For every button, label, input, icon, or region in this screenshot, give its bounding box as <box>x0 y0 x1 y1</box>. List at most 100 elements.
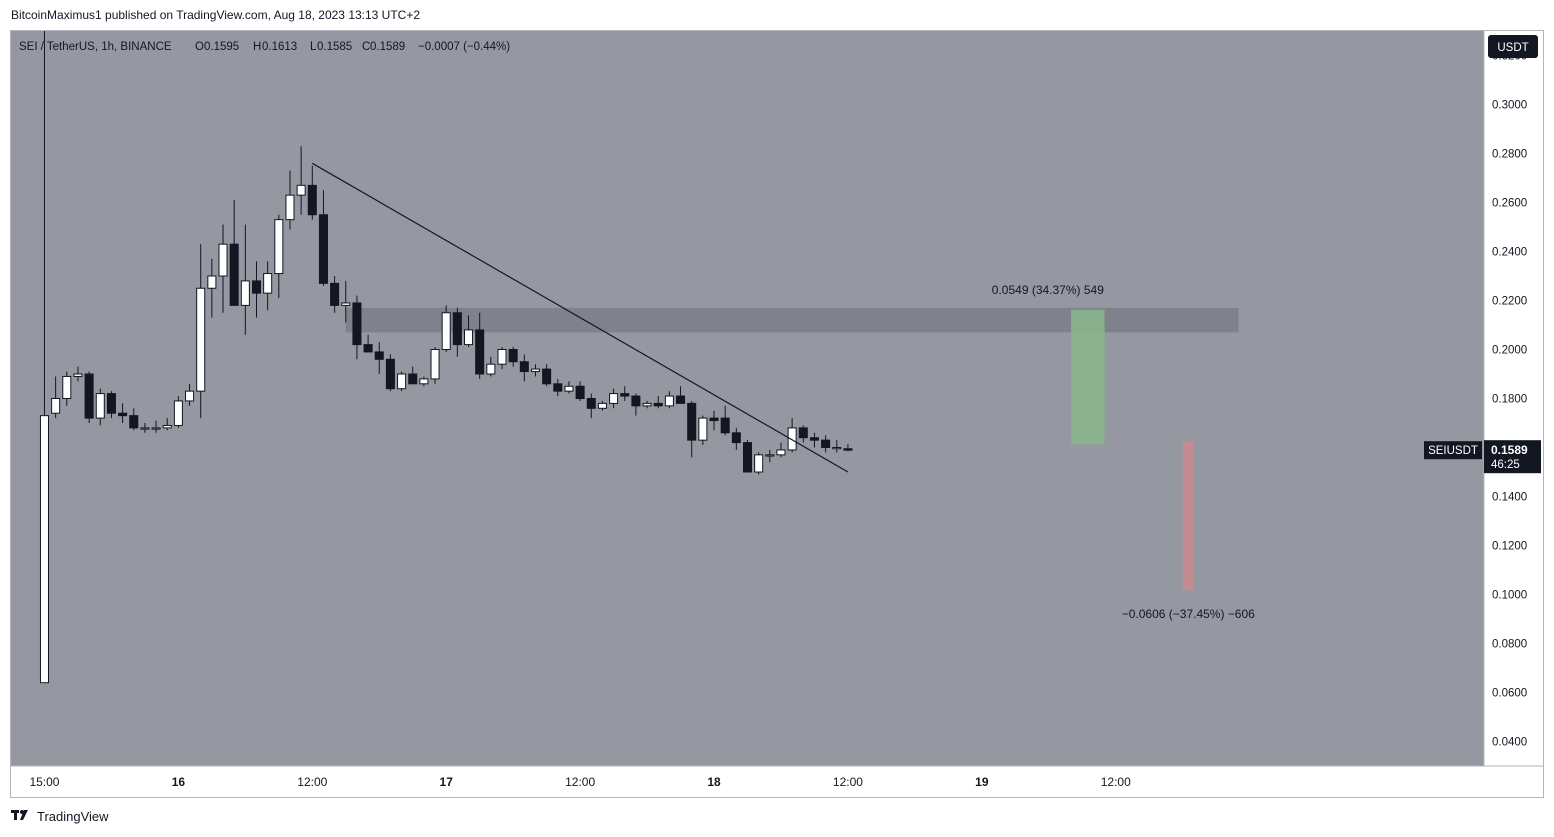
candle <box>798 425 808 443</box>
candle-body <box>218 243 228 277</box>
candle-body <box>39 415 49 684</box>
candle-body <box>530 368 540 373</box>
candle-body <box>519 361 529 373</box>
price-axis[interactable]: 0.04000.06000.08000.10000.12000.14000.16… <box>1483 31 1543 797</box>
candle-body <box>486 363 496 375</box>
tradingview-logo-icon <box>11 809 33 824</box>
legend-low-value: 0.1585 <box>317 41 352 53</box>
price-chart[interactable]: 0.0549 (34.37%) 549 −0.0606 (−37.45%) −60… <box>11 31 1543 797</box>
candle-body <box>352 302 362 346</box>
candle <box>307 165 317 220</box>
price-tag-price: 0.1589 <box>1491 443 1528 457</box>
candle <box>140 423 150 433</box>
candle-body <box>140 427 150 430</box>
price-tick-label: 0.2000 <box>1492 345 1527 357</box>
candle <box>821 435 831 453</box>
short-target-box[interactable] <box>1182 441 1194 591</box>
price-tick-label: 0.0800 <box>1492 639 1527 651</box>
candle-body <box>196 287 206 392</box>
candle-body <box>597 402 607 409</box>
candle-body <box>51 398 61 414</box>
candle <box>464 315 474 348</box>
short-measure-label: −0.0606 (−37.45%) −606 <box>1122 607 1255 621</box>
plot-area[interactable] <box>11 31 1484 766</box>
descending-trendline[interactable] <box>311 162 849 473</box>
candle <box>765 449 775 463</box>
candle-body <box>452 312 462 346</box>
candle-body <box>374 351 384 360</box>
legend-high-value: 0.1613 <box>262 41 297 53</box>
price-tick-label: 0.0600 <box>1492 688 1527 700</box>
candle-body <box>207 275 217 289</box>
candle <box>497 347 507 370</box>
candle-body <box>408 373 418 385</box>
candle-body <box>240 280 250 306</box>
candle <box>486 356 496 377</box>
legend-change: −0.0007 (−0.44%) <box>418 41 510 53</box>
candle <box>385 354 395 392</box>
candle <box>687 400 697 458</box>
time-tick-label: 12:00 <box>1101 775 1131 789</box>
candle <box>564 381 574 394</box>
price-tick-label: 0.1400 <box>1492 492 1527 504</box>
candle <box>229 200 239 306</box>
candle-body <box>106 393 116 414</box>
time-tick-label: 12:00 <box>565 775 595 789</box>
price-tick-label: 0.2600 <box>1492 198 1527 210</box>
candle <box>352 295 362 360</box>
currency-button[interactable]: USDT <box>1488 35 1538 58</box>
candle <box>709 410 719 431</box>
candle <box>196 244 206 419</box>
candle <box>519 354 529 382</box>
candle-body <box>129 415 139 429</box>
candle-body <box>229 243 239 306</box>
footer-brand[interactable]: TradingView <box>11 809 109 824</box>
candle <box>62 371 72 406</box>
candle <box>240 224 250 335</box>
candle <box>84 371 94 423</box>
candle-body <box>564 385 574 392</box>
currency-button-label: USDT <box>1497 42 1528 54</box>
price-tick-label: 0.1800 <box>1492 394 1527 406</box>
candle <box>185 383 195 406</box>
price-tick-label: 0.0400 <box>1492 737 1527 749</box>
price-tag-symbol: SEIUSDT <box>1428 445 1478 457</box>
candle-body <box>620 393 630 397</box>
candle <box>129 408 139 431</box>
candle <box>408 366 418 385</box>
candle-body <box>341 302 351 306</box>
candle <box>609 388 619 409</box>
price-tick-label: 0.1000 <box>1492 590 1527 602</box>
candle <box>106 391 116 419</box>
candle-body <box>397 373 407 390</box>
candle-body <box>441 312 451 350</box>
long-measure-label: 0.0549 (34.37%) 549 <box>992 283 1104 297</box>
candle <box>207 258 217 318</box>
candle-body <box>318 214 328 284</box>
candle <box>419 376 429 387</box>
candle-body <box>542 368 552 385</box>
long-target-box[interactable] <box>1071 309 1105 445</box>
candle <box>676 386 686 404</box>
candle-body <box>330 282 340 306</box>
candle <box>575 381 585 401</box>
time-axis[interactable]: 15:00 16 12:00 17 12:00 18 12:00 19 12:00 <box>11 765 1543 797</box>
price-tag-bg <box>1484 440 1541 474</box>
candle <box>263 261 273 311</box>
candle-body <box>765 454 775 457</box>
candle-body <box>586 398 596 409</box>
price-tick-label: 0.2200 <box>1492 296 1527 308</box>
candle <box>330 276 340 313</box>
candle <box>475 312 485 379</box>
candle-body <box>508 349 518 363</box>
candle <box>363 334 373 353</box>
price-tick-label: 0.3000 <box>1492 100 1527 112</box>
candle <box>620 386 630 401</box>
candle <box>776 442 786 458</box>
time-tick-label: 19 <box>975 775 989 789</box>
candle-body <box>62 375 72 400</box>
price-axis-bg <box>1484 31 1543 797</box>
candle <box>553 378 563 397</box>
candle-body <box>430 349 440 380</box>
candle-body <box>497 349 507 365</box>
